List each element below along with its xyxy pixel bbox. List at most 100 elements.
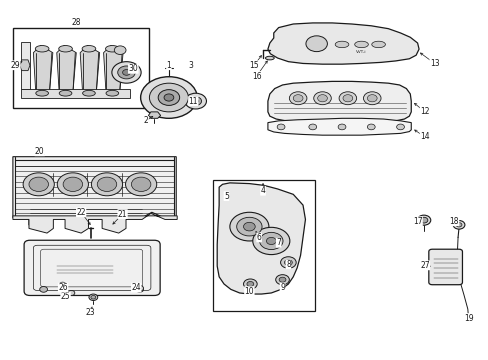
Bar: [13, 28, 149, 108]
Polygon shape: [267, 118, 410, 135]
Text: 30: 30: [128, 64, 138, 73]
Circle shape: [229, 212, 268, 241]
Circle shape: [23, 173, 54, 196]
Ellipse shape: [36, 90, 48, 96]
Circle shape: [366, 124, 374, 130]
Circle shape: [118, 66, 135, 79]
Ellipse shape: [354, 41, 367, 48]
Circle shape: [112, 62, 141, 83]
Polygon shape: [21, 42, 30, 89]
Text: 25: 25: [61, 292, 70, 301]
FancyBboxPatch shape: [428, 249, 462, 285]
Circle shape: [455, 223, 461, 227]
Circle shape: [363, 92, 380, 105]
Text: 16: 16: [251, 72, 261, 81]
Circle shape: [131, 177, 151, 192]
Circle shape: [122, 69, 130, 75]
Circle shape: [243, 279, 257, 289]
Circle shape: [419, 217, 427, 223]
Circle shape: [63, 177, 82, 192]
Circle shape: [280, 257, 296, 268]
Text: 26: 26: [58, 283, 68, 292]
Circle shape: [246, 282, 253, 287]
Text: 9: 9: [280, 283, 285, 292]
Circle shape: [313, 92, 330, 105]
Ellipse shape: [59, 45, 72, 52]
Polygon shape: [217, 183, 305, 294]
Text: 2: 2: [143, 116, 148, 125]
Text: 15: 15: [249, 61, 259, 70]
Ellipse shape: [82, 45, 96, 52]
Circle shape: [158, 90, 179, 105]
Circle shape: [342, 95, 352, 102]
Text: 24: 24: [131, 283, 141, 292]
Ellipse shape: [82, 90, 95, 96]
Circle shape: [366, 95, 376, 102]
Circle shape: [189, 97, 201, 105]
Circle shape: [40, 287, 47, 292]
Circle shape: [163, 94, 173, 101]
Circle shape: [289, 92, 306, 105]
Circle shape: [293, 95, 303, 102]
Ellipse shape: [59, 90, 72, 96]
Text: 12: 12: [419, 107, 429, 116]
Polygon shape: [13, 157, 176, 230]
Circle shape: [243, 222, 255, 231]
Circle shape: [416, 215, 430, 225]
Circle shape: [91, 173, 122, 196]
Circle shape: [396, 124, 404, 130]
Circle shape: [266, 237, 276, 244]
Polygon shape: [21, 89, 130, 98]
Circle shape: [275, 275, 289, 285]
Text: 17: 17: [412, 217, 422, 226]
Circle shape: [29, 177, 48, 192]
Circle shape: [114, 46, 126, 54]
Circle shape: [136, 285, 143, 291]
Circle shape: [68, 291, 75, 296]
Text: 11: 11: [188, 96, 198, 105]
Circle shape: [317, 95, 327, 102]
Circle shape: [193, 99, 198, 103]
Circle shape: [141, 77, 197, 118]
Ellipse shape: [265, 56, 274, 60]
Circle shape: [184, 93, 206, 109]
Circle shape: [337, 124, 345, 130]
Ellipse shape: [334, 41, 348, 48]
Text: 7: 7: [276, 238, 281, 247]
Circle shape: [125, 173, 157, 196]
Circle shape: [338, 92, 356, 105]
Text: 29: 29: [10, 61, 20, 70]
Circle shape: [59, 282, 66, 287]
Text: VVT-i: VVT-i: [356, 50, 366, 54]
Text: 8: 8: [285, 260, 290, 269]
Circle shape: [305, 36, 327, 51]
Circle shape: [308, 124, 316, 130]
Text: 21: 21: [118, 210, 127, 219]
Text: 22: 22: [76, 208, 86, 217]
Bar: [212, 180, 315, 311]
Circle shape: [57, 173, 88, 196]
Text: 6: 6: [256, 233, 261, 242]
Text: 10: 10: [244, 287, 254, 296]
Text: 27: 27: [419, 261, 429, 270]
Text: 1: 1: [166, 61, 171, 70]
Polygon shape: [57, 45, 76, 93]
Polygon shape: [148, 112, 160, 118]
Text: 23: 23: [85, 308, 95, 317]
Ellipse shape: [105, 45, 119, 52]
Circle shape: [252, 227, 289, 255]
Circle shape: [89, 294, 98, 301]
Polygon shape: [103, 45, 123, 93]
Polygon shape: [267, 23, 418, 64]
Ellipse shape: [371, 41, 385, 48]
Text: 13: 13: [429, 59, 439, 68]
Polygon shape: [267, 81, 410, 123]
Circle shape: [284, 260, 292, 265]
Circle shape: [259, 232, 283, 249]
Text: 3: 3: [188, 61, 193, 70]
Text: 20: 20: [35, 147, 44, 156]
Text: 18: 18: [448, 217, 458, 226]
Circle shape: [277, 124, 285, 130]
Circle shape: [97, 177, 117, 192]
Polygon shape: [13, 213, 177, 233]
